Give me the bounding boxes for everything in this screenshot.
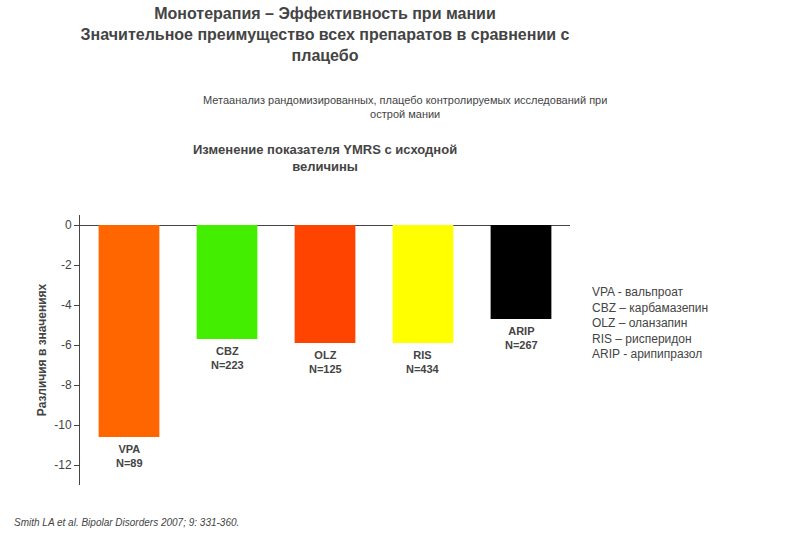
- svg-text:OLZN=125: OLZN=125: [309, 349, 342, 375]
- svg-text:CBZN=223: CBZN=223: [211, 345, 244, 371]
- svg-text:0: 0: [65, 218, 72, 232]
- svg-text:Метаанализ рандомизированных,: Метаанализ рандомизированных, плацебо ко…: [203, 94, 607, 120]
- svg-text:VPA - вальпроатCBZ – карбамазе: VPA - вальпроатCBZ – карбамазепинOLZ – о…: [592, 285, 708, 361]
- svg-text:-6: -6: [61, 338, 72, 352]
- svg-text:-2: -2: [61, 258, 72, 272]
- svg-text:Монотерапия – Эффективность пр: Монотерапия – Эффективность при манииЗна…: [81, 5, 570, 64]
- svg-text:-4: -4: [61, 298, 72, 312]
- svg-text:-8: -8: [61, 378, 72, 392]
- svg-text:-12: -12: [54, 458, 72, 472]
- svg-text:VPAN=89: VPAN=89: [116, 443, 143, 469]
- svg-text:Изменение показателя YMRS с ис: Изменение показателя YMRS с исходнойвели…: [193, 142, 457, 174]
- svg-text:RISN=434: RISN=434: [406, 349, 440, 375]
- svg-text:Различия в значениях: Различия в значениях: [35, 283, 49, 416]
- svg-text:ARIPN=267: ARIPN=267: [505, 325, 538, 351]
- svg-text:-10: -10: [54, 418, 72, 432]
- svg-text:Smith LA et al. Bipolar Disord: Smith LA et al. Bipolar Disorders 2007; …: [14, 517, 239, 528]
